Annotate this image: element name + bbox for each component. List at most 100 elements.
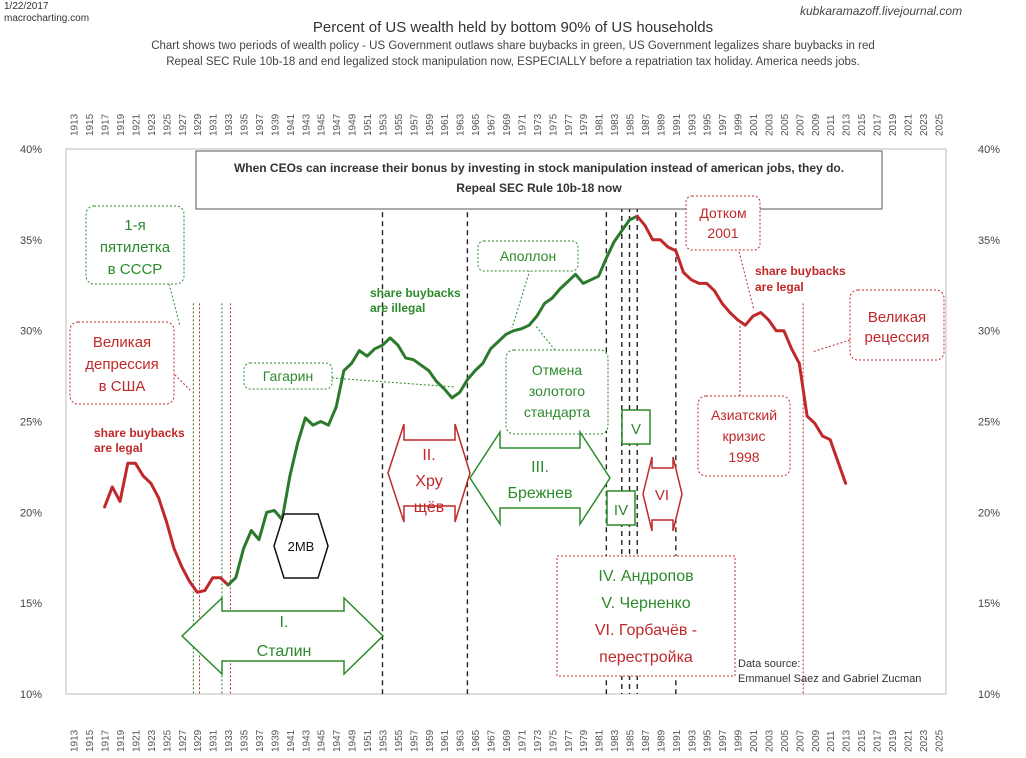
x-tick-bottom-10: 1933 bbox=[224, 729, 235, 752]
x-tick-top-10: 1933 bbox=[224, 113, 235, 136]
svg-text:щёв: щёв bbox=[414, 499, 445, 516]
source-2: Emmanuel Saez and Gabriel Zucman bbox=[738, 673, 921, 685]
svg-text:кризис: кризис bbox=[723, 428, 766, 444]
x-tick-top-5: 1923 bbox=[147, 113, 158, 136]
message-line-2: Repeal SEC Rule 10b-18 now bbox=[456, 181, 622, 195]
y-tick-right-0: 10% bbox=[978, 689, 1000, 701]
x-tick-bottom-55: 2023 bbox=[919, 729, 930, 752]
andropov-box: IV bbox=[606, 490, 636, 526]
x-tick-top-56: 2025 bbox=[934, 113, 945, 136]
x-tick-top-34: 1981 bbox=[595, 113, 606, 136]
y-tick-right-4: 30% bbox=[978, 326, 1000, 338]
x-tick-bottom-56: 2025 bbox=[934, 729, 945, 752]
x-tick-bottom-17: 1947 bbox=[332, 729, 343, 752]
date-label: 1/22/2017 bbox=[4, 1, 49, 12]
x-tick-top-43: 1999 bbox=[734, 113, 745, 136]
y-tick-right-6: 40% bbox=[978, 144, 1000, 156]
x-tick-top-0: 1913 bbox=[70, 113, 81, 136]
x-tick-bottom-31: 1975 bbox=[548, 729, 559, 752]
stalin-arrow: I. Сталин bbox=[180, 596, 385, 676]
x-tick-top-29: 1971 bbox=[517, 113, 528, 136]
x-tick-top-17: 1947 bbox=[332, 113, 343, 136]
x-tick-bottom-24: 1961 bbox=[440, 729, 451, 752]
source-1: Data source: bbox=[738, 658, 800, 670]
series-lines bbox=[103, 214, 848, 594]
gorbachev-arrow: VI bbox=[642, 456, 683, 532]
x-tick-bottom-5: 1923 bbox=[147, 729, 158, 752]
x-tick-bottom-43: 1999 bbox=[734, 729, 745, 752]
legal-left-2: are legal bbox=[94, 441, 143, 455]
svg-text:V: V bbox=[631, 421, 641, 438]
x-tick-bottom-39: 1991 bbox=[672, 729, 683, 752]
x-tick-bottom-47: 2007 bbox=[795, 729, 806, 752]
x-tick-bottom-36: 1985 bbox=[626, 729, 637, 752]
y-tick-left-1: 15% bbox=[20, 598, 42, 610]
x-tick-bottom-26: 1965 bbox=[471, 729, 482, 752]
x-tick-top-30: 1973 bbox=[533, 113, 544, 136]
x-tick-top-19: 1951 bbox=[363, 113, 374, 136]
message-box bbox=[195, 150, 883, 210]
svg-text:Великая: Великая bbox=[93, 334, 151, 351]
x-tick-bottom-23: 1959 bbox=[425, 729, 436, 752]
y-tick-left-2: 20% bbox=[20, 507, 42, 519]
x-ticks-top: 1913 1915 1917 1919 1921 1923 1925 1927 1929 1931… bbox=[70, 113, 946, 136]
x-tick-bottom-32: 1977 bbox=[564, 729, 575, 752]
x-tick-top-47: 2007 bbox=[795, 113, 806, 136]
x-tick-top-26: 1965 bbox=[471, 113, 482, 136]
x-tick-top-40: 1993 bbox=[687, 113, 698, 136]
svg-text:пятилетка: пятилетка bbox=[100, 239, 171, 256]
x-tick-top-16: 1945 bbox=[317, 113, 328, 136]
khrushchev-arrow: II. Хру щёв bbox=[387, 423, 471, 523]
svg-text:в СССР: в СССР bbox=[108, 261, 163, 278]
callout-five-year-plan: 1-я пятилетка в СССР bbox=[85, 205, 185, 327]
x-ticks-bottom: 1913 1915 1917 1919 1921 1923 1925 1927 1929 1931… bbox=[70, 729, 946, 752]
x-tick-bottom-52: 2017 bbox=[873, 729, 884, 752]
x-tick-top-1: 1915 bbox=[85, 113, 96, 136]
svg-text:I.: I. bbox=[280, 614, 289, 631]
x-tick-top-27: 1967 bbox=[487, 113, 498, 136]
x-tick-bottom-14: 1941 bbox=[286, 729, 297, 752]
x-tick-bottom-46: 2005 bbox=[780, 729, 791, 752]
x-tick-top-39: 1991 bbox=[672, 113, 683, 136]
x-tick-bottom-50: 2013 bbox=[842, 729, 853, 752]
callout-gold-standard: Отмена золотого стандарта bbox=[505, 324, 609, 435]
x-tick-bottom-15: 1943 bbox=[301, 729, 312, 752]
y-tick-left-4: 30% bbox=[20, 326, 42, 338]
y-tick-left-0: 10% bbox=[20, 689, 42, 701]
x-tick-top-42: 1997 bbox=[718, 113, 729, 136]
svg-text:Отмена: Отмена bbox=[532, 362, 582, 378]
svg-text:Дотком: Дотком bbox=[699, 205, 746, 221]
ww2-arrow: 2МВ bbox=[273, 513, 329, 579]
x-tick-top-45: 2003 bbox=[764, 113, 775, 136]
x-tick-bottom-41: 1995 bbox=[703, 729, 714, 752]
x-tick-bottom-48: 2009 bbox=[811, 729, 822, 752]
x-tick-bottom-33: 1979 bbox=[579, 729, 590, 752]
x-tick-top-28: 1969 bbox=[502, 113, 513, 136]
x-tick-top-44: 2001 bbox=[749, 113, 760, 136]
x-tick-bottom-42: 1997 bbox=[718, 729, 729, 752]
x-tick-bottom-1: 1915 bbox=[85, 729, 96, 752]
x-tick-bottom-29: 1971 bbox=[517, 729, 528, 752]
svg-text:IV: IV bbox=[614, 502, 628, 519]
svg-text:V. Черненко: V. Черненко bbox=[601, 595, 690, 612]
x-tick-top-22: 1957 bbox=[409, 113, 420, 136]
svg-text:Азиатский: Азиатский bbox=[711, 407, 777, 423]
svg-text:IV. Андропов: IV. Андропов bbox=[598, 568, 693, 585]
x-tick-bottom-49: 2011 bbox=[826, 730, 837, 752]
x-tick-top-4: 1921 bbox=[131, 113, 142, 136]
x-tick-top-35: 1983 bbox=[610, 113, 621, 136]
svg-text:Брежнев: Брежнев bbox=[507, 485, 572, 502]
callout-dotcom: Дотком 2001 bbox=[685, 195, 761, 311]
series-segment-1 bbox=[226, 214, 639, 587]
x-tick-top-2: 1917 bbox=[101, 113, 112, 136]
x-tick-top-36: 1985 bbox=[626, 113, 637, 136]
x-tick-top-15: 1943 bbox=[301, 113, 312, 136]
illegal-1: share buybacks bbox=[370, 286, 461, 300]
y-ticks: 10% 10% 15% 15% 20% 20% 25% 25% 30% 30% 35% 35% 40% 4… bbox=[20, 144, 1000, 701]
y-tick-right-3: 25% bbox=[978, 417, 1000, 429]
svg-text:II.: II. bbox=[422, 447, 435, 464]
x-tick-top-25: 1963 bbox=[456, 113, 467, 136]
x-tick-top-52: 2017 bbox=[873, 113, 884, 136]
x-tick-top-48: 2009 bbox=[811, 113, 822, 136]
message-line-1: When CEOs can increase their bonus by in… bbox=[234, 161, 844, 175]
